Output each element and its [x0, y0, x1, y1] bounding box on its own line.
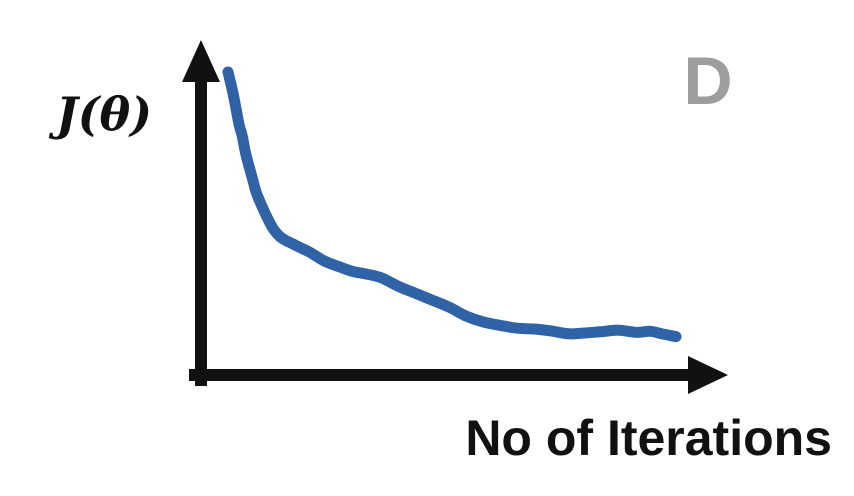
series-line-0	[222, 66, 682, 343]
x-axis-arrowhead	[688, 356, 728, 394]
panel-label: D	[683, 43, 732, 119]
x-axis-label: No of Iterations	[465, 410, 832, 466]
axes	[182, 40, 728, 394]
series-layer	[222, 66, 682, 343]
y-axis-arrowhead	[182, 40, 220, 82]
y-axis-label: J(θ)	[48, 87, 152, 141]
